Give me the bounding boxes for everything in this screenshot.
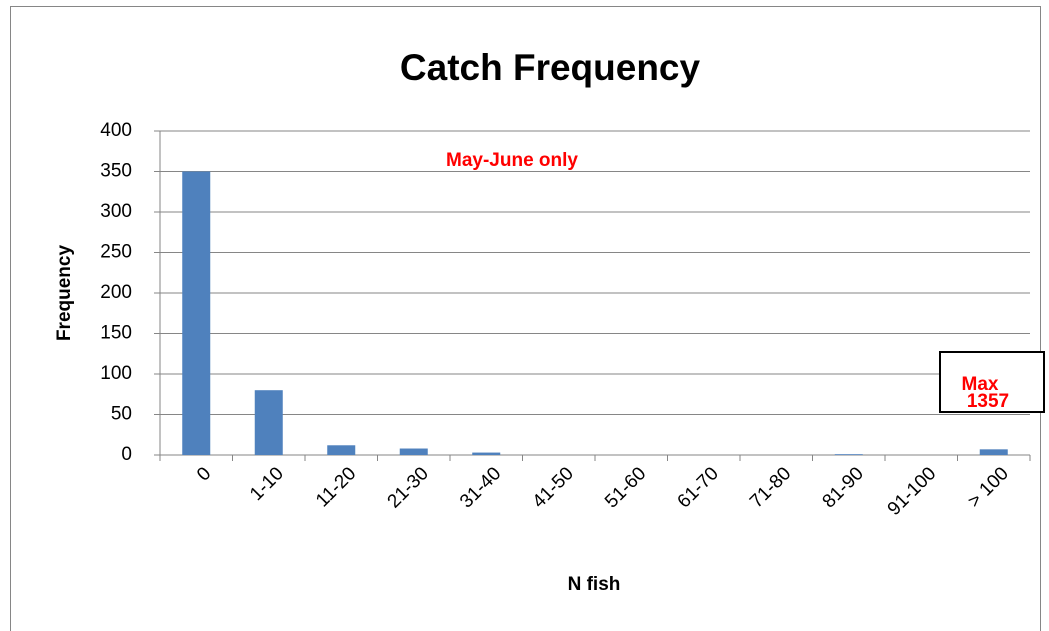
y-tick-label: 400 — [100, 120, 132, 141]
y-axis-label: Frequency — [54, 245, 75, 342]
note-line: Max — [962, 374, 999, 395]
bar — [254, 390, 283, 455]
bar — [472, 452, 501, 455]
bar — [834, 454, 863, 455]
x-axis-label: N fish — [568, 574, 621, 595]
y-tick-label: 0 — [121, 444, 132, 465]
y-tick-label: 350 — [100, 161, 132, 182]
bar — [979, 449, 1008, 455]
y-tick-label: 200 — [100, 282, 132, 303]
y-tick-label: 100 — [100, 363, 132, 384]
bar — [327, 445, 356, 455]
bar — [399, 448, 428, 455]
annotation: May-June only — [446, 150, 578, 171]
chart-border — [10, 6, 1041, 631]
chart-title: Catch Frequency — [400, 47, 701, 88]
y-tick-label: 50 — [111, 404, 132, 425]
y-tick-label: 300 — [100, 201, 132, 222]
y-tick-label: 250 — [100, 242, 132, 263]
note-box — [939, 351, 1045, 413]
bar — [182, 171, 211, 455]
y-tick-label: 150 — [100, 323, 132, 344]
note-box-text: Max 1357 — [962, 374, 1010, 412]
note-line: 1357 — [967, 391, 1009, 412]
